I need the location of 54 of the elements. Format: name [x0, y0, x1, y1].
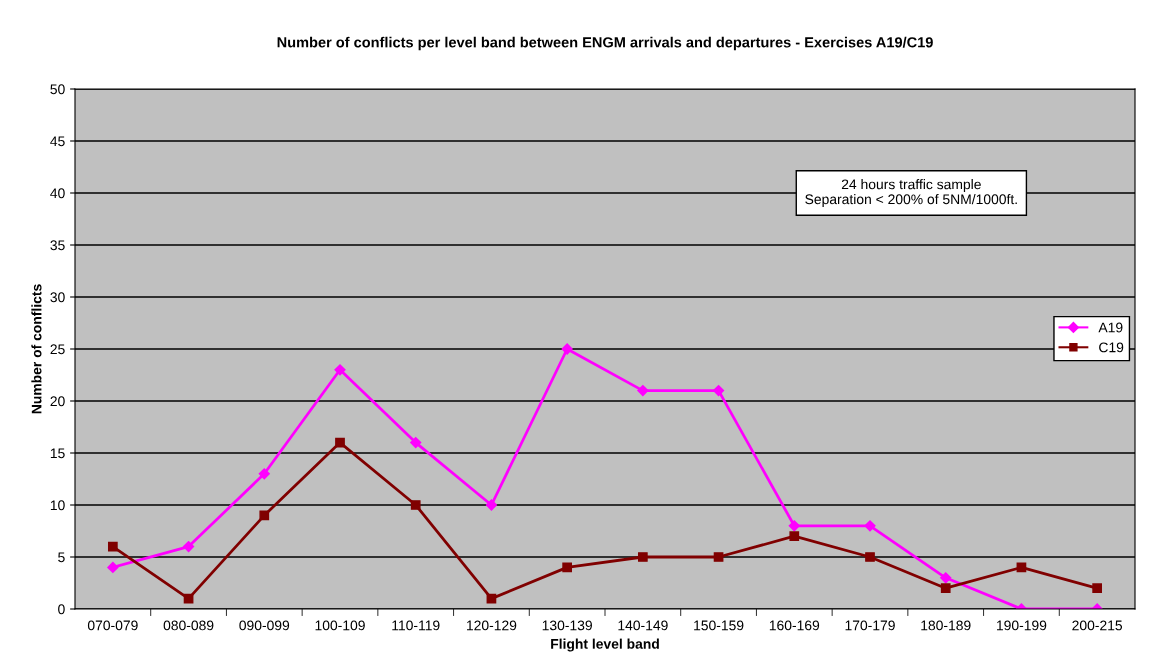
point — [410, 500, 421, 510]
y-axis-title: Number of conflicts — [31, 284, 42, 414]
x-tick-label: 200-215 — [1072, 620, 1123, 631]
point — [788, 520, 800, 532]
chart-title: Number of conflicts per level band between ENGM arrivals and departures - Exercises A19/C19 — [277, 36, 933, 51]
point — [561, 343, 573, 355]
y-tick-label: 40 — [50, 188, 65, 199]
point — [258, 468, 270, 480]
point — [259, 510, 270, 521]
point — [713, 552, 724, 562]
y-tick-label: 10 — [50, 500, 65, 511]
annotation: 24 hours traffic sample Separation < 200% of 5NM/1000ft. — [805, 179, 1017, 207]
point — [637, 552, 648, 562]
point — [940, 583, 951, 594]
point — [485, 499, 498, 511]
point — [865, 552, 875, 562]
x-tick-label: 100-109 — [315, 620, 365, 631]
x-tick-label: 190-199 — [997, 620, 1047, 631]
x-tick-label: 160-169 — [769, 620, 820, 631]
point — [562, 562, 573, 573]
legend-label: C19 — [1099, 342, 1124, 353]
x-axis-title: Flight level band — [551, 638, 659, 652]
x-tick-label: 070-079 — [87, 620, 138, 631]
point — [789, 531, 800, 542]
point — [182, 540, 195, 553]
y-tick-label: 0 — [58, 604, 65, 615]
x-tick-label: 150-159 — [694, 620, 744, 631]
point — [637, 384, 649, 397]
x-tick-label: 090-099 — [239, 620, 290, 631]
point — [1092, 583, 1103, 594]
y-tick-label: 45 — [50, 136, 65, 147]
x-tick-label: 120-129 — [467, 620, 517, 631]
y-tick-label: 5 — [58, 552, 65, 563]
x-tick-label: 170-179 — [845, 620, 895, 631]
x-tick-label: 110-119 — [392, 620, 440, 631]
x-tick-label: 180-189 — [921, 620, 971, 631]
point — [864, 520, 876, 532]
y-tick-label: 20 — [50, 396, 65, 407]
legend-label: A19 — [1098, 322, 1123, 333]
y-tick-label: 50 — [50, 84, 65, 95]
x-tick-label: 140-149 — [618, 620, 668, 631]
y-tick-label: 25 — [50, 344, 65, 355]
point — [107, 541, 118, 552]
x-tick-label: 080-089 — [163, 620, 214, 631]
point — [334, 364, 346, 376]
point — [712, 384, 725, 397]
point — [940, 572, 952, 584]
y-tick-label: 35 — [50, 240, 65, 251]
point — [107, 561, 119, 574]
point — [410, 436, 422, 449]
y-tick-label: 30 — [50, 292, 65, 303]
point — [335, 437, 345, 448]
y-tick-label: 15 — [50, 448, 65, 459]
x-tick-label: 130-139 — [542, 620, 592, 631]
